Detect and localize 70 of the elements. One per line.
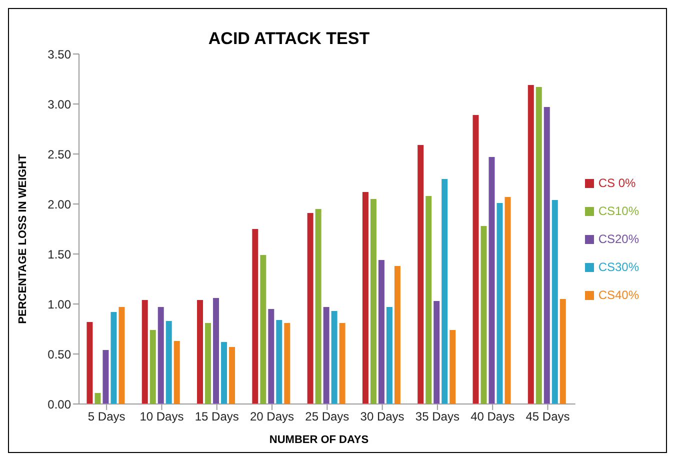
bar [284,323,290,404]
bar [229,347,236,404]
bar [536,87,542,404]
y-tick-label: 0.00 [48,397,72,412]
bar [560,299,566,404]
bar [307,213,314,404]
bar [268,309,274,404]
legend-label: CS30% [598,260,639,274]
bar [504,197,511,404]
y-tick-label: 3.00 [48,97,72,112]
bar [252,229,258,404]
bar [86,322,93,404]
bar [94,393,101,404]
bar [331,311,338,404]
bar [197,300,204,404]
bar [339,323,346,404]
bar [102,350,109,404]
bar [472,115,479,404]
bar [213,298,220,404]
bar [386,307,392,404]
bar [480,226,487,404]
bar [260,255,266,404]
bar [544,107,550,404]
bar [362,192,368,404]
bar [426,196,432,404]
bar [442,179,448,404]
x-tick-label: 35 Days [415,410,460,424]
bar [221,342,228,404]
y-tick-label: 2.00 [48,197,72,212]
bar [488,157,495,404]
x-tick-label: 20 Days [250,410,294,424]
legend-label: CS 0% [598,176,636,190]
bar [323,307,330,404]
x-tick-label: 10 Days [140,410,184,424]
x-axis-title: NUMBER OF DAYS [268,434,370,446]
bar [142,300,148,404]
bar [528,85,534,404]
x-tick-label: 5 Days [88,410,126,424]
bar [450,330,456,404]
bar [110,312,117,404]
bar [158,307,164,404]
x-tick-label: 30 Days [360,410,404,424]
bar [496,203,503,404]
y-axis-title: PERCENTAGE LOSS IN WEIGHT [17,154,29,324]
y-tick-label: 0.50 [48,347,72,362]
x-tick-label: 15 Days [194,410,239,424]
bar [166,321,172,404]
bar [315,209,322,404]
bar [150,330,156,404]
x-tick-label: 40 Days [470,410,515,424]
bar [434,301,440,404]
legend-label: CS40% [598,288,639,302]
bar [118,307,125,404]
bar [174,341,180,404]
bar [378,260,384,404]
bar [370,199,376,404]
x-tick-label: 45 Days [526,410,570,424]
bar [205,323,212,404]
y-tick-label: 1.00 [48,297,72,312]
bar [418,145,424,404]
legend-label: CS20% [598,232,639,246]
y-tick-label: 3.50 [48,47,72,62]
chart-title: ACID ATTACK TEST [207,29,371,49]
y-tick-label: 2.50 [48,147,72,162]
bar [276,320,282,404]
legend-label: CS10% [598,204,639,218]
bar [552,200,558,404]
y-tick-label: 1.50 [48,247,72,262]
x-tick-label: 25 Days [305,410,350,424]
bar [394,266,400,404]
